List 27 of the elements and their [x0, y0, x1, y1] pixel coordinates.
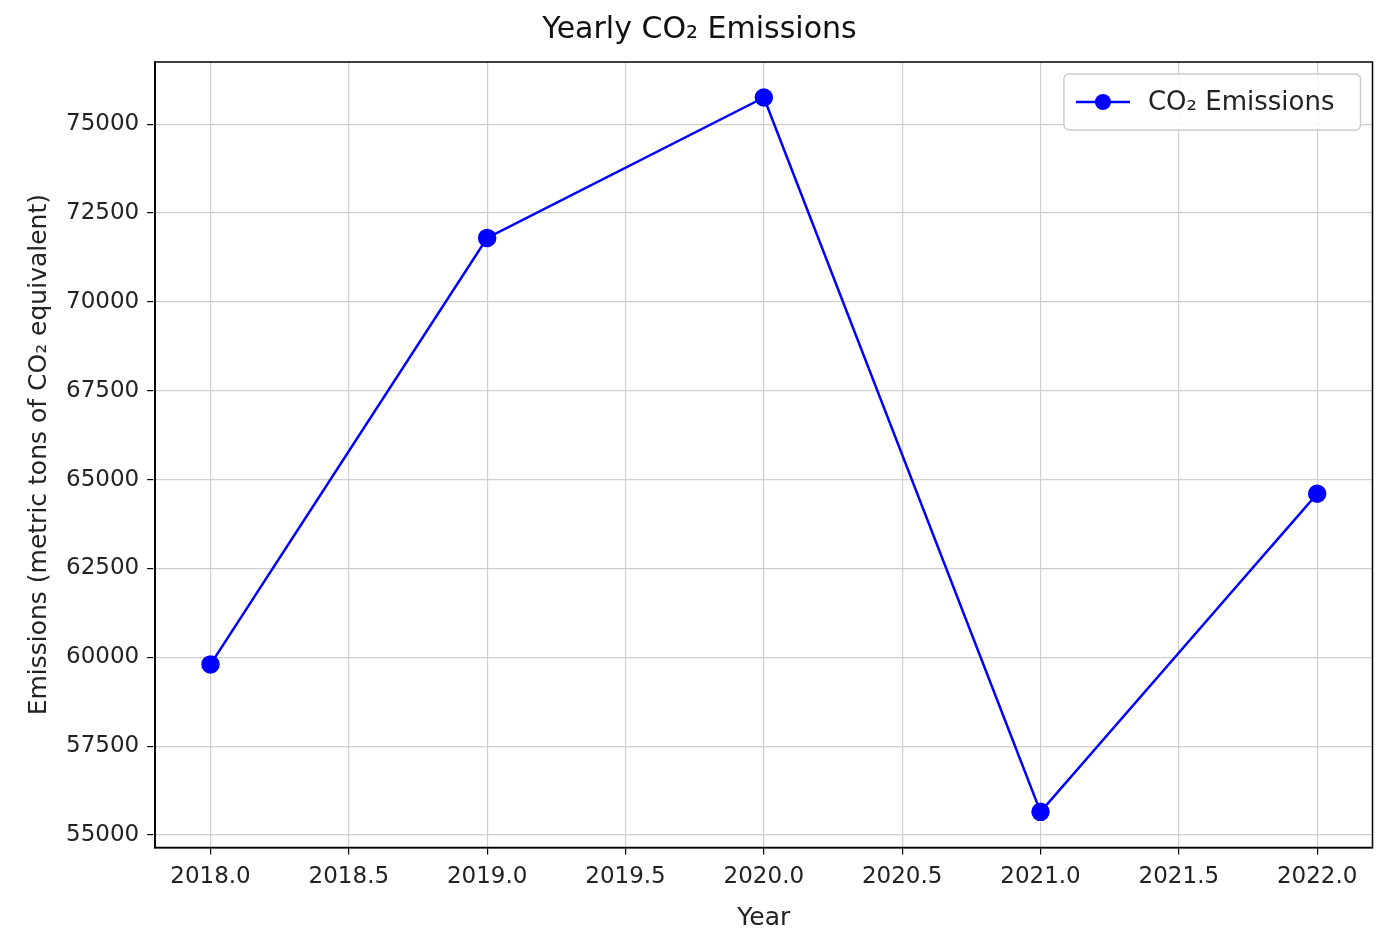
x-tick-label: 2020.5: [861, 862, 943, 889]
y-tick-label: 65000: [65, 464, 140, 491]
point: [477, 228, 497, 248]
x-tick-label: 2021.0: [1000, 862, 1081, 889]
x-tick-label: 2018.0: [170, 862, 251, 889]
x-tick-label: 2019.0: [446, 862, 528, 889]
legend-label: CO₂ Emissions: [1147, 85, 1335, 116]
y-tick-label: 75000: [65, 109, 140, 136]
chart-title: Yearly CO₂ Emissions: [541, 9, 857, 45]
point: [1031, 802, 1050, 822]
point: [1307, 484, 1327, 504]
x-tick-label: 2022.0: [1276, 862, 1358, 889]
y-tick-label: 62500: [65, 553, 140, 580]
x-tick-label: 2018.5: [308, 862, 390, 889]
x-axis-title: Year: [736, 901, 792, 931]
point: [201, 655, 220, 674]
y-tick-label: 67500: [65, 375, 140, 402]
y-tick-label: 60000: [65, 642, 140, 669]
y-axis-title: Emissions (metric tons of CO₂ equivalent): [22, 194, 52, 716]
x-tick-label: 2020.0: [723, 862, 805, 889]
y-tick-label: 70000: [65, 286, 140, 313]
point: [754, 88, 774, 107]
x-tick-label: 2019.5: [585, 862, 666, 889]
y-tick-label: 55000: [65, 819, 140, 846]
y-tick-label: 57500: [65, 731, 140, 758]
x-tick-label: 2021.5: [1138, 862, 1220, 889]
y-tick-label: 72500: [65, 198, 140, 225]
